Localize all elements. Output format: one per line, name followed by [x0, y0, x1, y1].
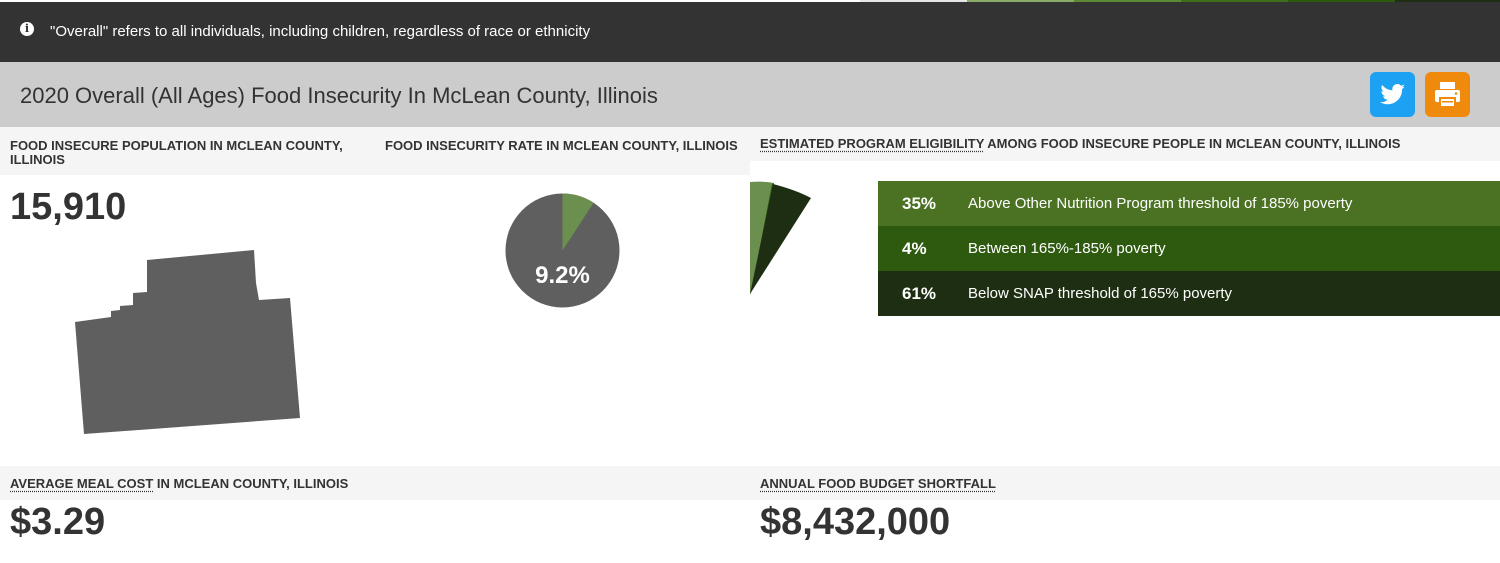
twitter-icon [1380, 83, 1405, 105]
shortfall-header-box: ANNUAL FOOD BUDGET SHORTFALL [750, 466, 1500, 500]
top-color-strip [0, 0, 1500, 2]
notice-bar: i "Overall" refers to all individuals, i… [0, 2, 1500, 62]
meal-cost-value: $3.29 [10, 501, 106, 543]
twitter-share-button[interactable] [1370, 72, 1415, 117]
eligibility-row-percent: 35% [902, 194, 937, 213]
population-header: FOOD INSECURE POPULATION IN MCLEAN COUNT… [10, 138, 343, 167]
pie-rate-label: 9.2% [535, 262, 590, 289]
eligibility-row-percent: 4% [902, 239, 927, 258]
notice-text: "Overall" refers to all individuals, inc… [50, 23, 591, 40]
eligibility-header-rest: AMONG FOOD INSECURE PEOPLE IN MCLEAN COU… [984, 136, 1401, 151]
rate-header: FOOD INSECURITY RATE IN MCLEAN COUNTY, I… [385, 138, 738, 153]
eligibility-row: 61% Below SNAP threshold of 165% poverty [878, 271, 1500, 316]
eligibility-row-percent: 61% [902, 284, 937, 303]
page-title: 2020 Overall (All Ages) Food Insecurity … [20, 83, 658, 108]
eligibility-row: 4% Between 165%-185% poverty [878, 226, 1500, 271]
eligibility-header-box: ESTIMATED PROGRAM ELIGIBILITY AMONG FOOD… [750, 127, 1500, 161]
county-map-icon [75, 250, 300, 434]
shortfall-info-link[interactable]: ANNUAL FOOD BUDGET SHORTFALL [760, 476, 996, 491]
pie-slice-below-snap [750, 184, 811, 294]
shortfall-header: ANNUAL FOOD BUDGET SHORTFALL [760, 477, 1490, 491]
population-value: 15,910 [10, 186, 127, 228]
eligibility-row-label: Below SNAP threshold of 165% poverty [968, 285, 1233, 302]
rate-header-box: FOOD INSECURITY RATE IN MCLEAN COUNTY, I… [375, 127, 750, 175]
meal-cost-info-link[interactable]: AVERAGE MEAL COST [10, 476, 154, 491]
eligibility-row-label: Above Other Nutrition Program threshold … [968, 195, 1353, 212]
rate-pie-chart: 9.2% [505, 193, 620, 308]
info-icon: i [20, 22, 34, 36]
print-button[interactable] [1425, 72, 1470, 117]
eligibility-row: 35% Above Other Nutrition Program thresh… [878, 181, 1500, 226]
printer-icon [1435, 82, 1460, 108]
meal-cost-header: AVERAGE MEAL COST IN MCLEAN COUNTY, ILLI… [10, 477, 740, 491]
meal-cost-header-box: AVERAGE MEAL COST IN MCLEAN COUNTY, ILLI… [0, 466, 750, 500]
meal-cost-header-rest: IN MCLEAN COUNTY, ILLINOIS [153, 476, 349, 491]
eligibility-info-link[interactable]: ESTIMATED PROGRAM ELIGIBILITY [760, 136, 985, 151]
eligibility-row-label: Between 165%-185% poverty [968, 240, 1166, 257]
shortfall-value: $8,432,000 [760, 501, 951, 543]
eligibility-header: ESTIMATED PROGRAM ELIGIBILITY AMONG FOOD… [760, 137, 1500, 151]
pie-rate-slice [562, 193, 594, 251]
title-bar: 2020 Overall (All Ages) Food Insecurity … [0, 62, 1500, 127]
eligibility-pie-chart [750, 181, 811, 294]
population-header-box: FOOD INSECURE POPULATION IN MCLEAN COUNT… [0, 127, 375, 175]
